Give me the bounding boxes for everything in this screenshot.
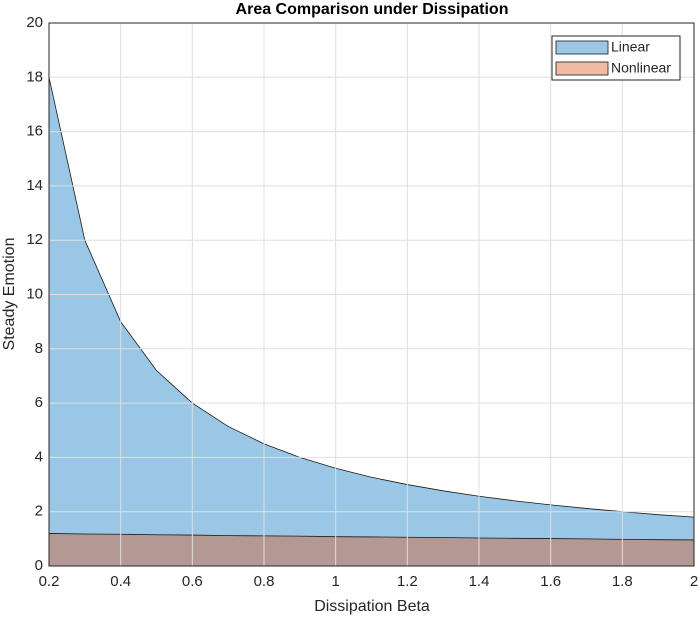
- area: [48, 533, 695, 567]
- y-tick-label: 6: [35, 394, 43, 411]
- y-tick-label: 12: [26, 231, 43, 248]
- x-tick-label: 0.8: [254, 573, 275, 590]
- legend-label: Linear: [611, 39, 650, 55]
- plot-frame: [48, 22, 695, 567]
- area: [48, 77, 695, 567]
- x-tick-label: 1.8: [612, 573, 633, 590]
- x-tick-label: 1.2: [397, 573, 418, 590]
- x-tick-label: 1.6: [540, 573, 561, 590]
- y-tick-label: 0: [35, 557, 43, 574]
- x-tick-label: 0.4: [110, 573, 131, 590]
- y-tick-label: 4: [35, 448, 43, 465]
- legend-swatch: [555, 40, 609, 55]
- y-tick-label: 2: [35, 503, 43, 520]
- y-tick-label: 16: [26, 123, 43, 140]
- y-tick-label: 10: [26, 285, 43, 302]
- y-tick-label: 20: [26, 14, 43, 31]
- x-tick-label: 0.2: [39, 573, 60, 590]
- x-tick-label: 1: [331, 573, 339, 590]
- x-tick-label: 2: [690, 573, 698, 590]
- x-tick-label: 0.6: [182, 573, 203, 590]
- y-tick-label: 18: [26, 68, 43, 85]
- chart-title: Area Comparison under Dissipation: [236, 1, 509, 18]
- legend-box: [551, 35, 681, 81]
- y-tick-label: 8: [35, 340, 43, 357]
- x-axis-label: Dissipation Beta: [314, 598, 430, 615]
- y-axis-label: Steady Emotion: [1, 238, 18, 351]
- legend-label: Nonlinear: [611, 60, 671, 76]
- x-tick-label: 1.4: [469, 573, 490, 590]
- y-tick-label: 14: [26, 177, 43, 194]
- legend-swatch: [555, 61, 609, 76]
